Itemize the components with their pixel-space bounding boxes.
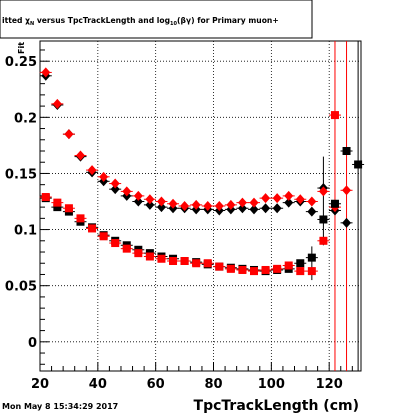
data-point-diamond xyxy=(156,196,166,207)
x-tick-label: 100 xyxy=(258,377,285,392)
plot-area: 20 40 60 80 100 120 0 0.05 0.1 0.15 0.2 0.25 xyxy=(5,40,365,392)
data-point-diamond xyxy=(41,67,51,78)
data-point-square xyxy=(261,265,270,274)
data-point-square xyxy=(238,265,247,274)
x-tick-label: 60 xyxy=(147,377,165,392)
data-point-diamond xyxy=(191,199,201,210)
data-point-diamond xyxy=(133,196,143,207)
data-point-square xyxy=(180,257,189,265)
x-tick-label: 40 xyxy=(89,377,107,392)
y-axis-label: Fit xyxy=(17,42,26,54)
y-tick-label: 0.1 xyxy=(14,224,37,239)
data-point-diamond xyxy=(226,199,236,210)
data-point-square xyxy=(203,259,212,268)
data-point-diamond xyxy=(295,194,305,205)
data-point-diamond xyxy=(122,186,132,197)
plot-frame xyxy=(39,40,362,372)
data-point-diamond xyxy=(99,171,109,182)
data-point-square xyxy=(319,236,328,245)
data-point-diamond xyxy=(110,184,120,195)
data-point-diamond xyxy=(237,203,247,214)
chart-title: itted χN versus TpcTrackLength and log10… xyxy=(2,16,279,27)
data-point-square xyxy=(99,232,108,241)
x-tick-label: 80 xyxy=(204,377,222,392)
data-point-diamond xyxy=(133,190,143,201)
y-tick-label: 0.2 xyxy=(14,111,37,126)
data-point-square xyxy=(307,253,316,262)
data-point-square xyxy=(53,198,62,207)
data-point-diamond xyxy=(110,178,120,189)
data-point-diamond xyxy=(168,198,178,209)
data-point-square xyxy=(307,267,316,276)
data-point-diamond xyxy=(145,199,155,210)
data-point-diamond xyxy=(272,193,282,204)
y-tick-label: 0.15 xyxy=(5,167,37,182)
data-point-diamond xyxy=(342,217,352,228)
data-point-diamond xyxy=(272,203,282,214)
data-point-diamond xyxy=(52,98,62,109)
data-point-diamond xyxy=(87,165,97,176)
axis-ticks: 20 40 60 80 100 120 0 0.05 0.1 0.15 0.2 0.25 xyxy=(5,49,353,392)
data-point-square xyxy=(122,244,131,253)
data-point-square xyxy=(284,261,293,270)
data-point-diamond xyxy=(307,196,317,207)
data-point-square xyxy=(64,204,73,213)
data-point-diamond xyxy=(342,185,352,196)
data-point-square xyxy=(111,239,120,248)
timestamp: Mon May 8 15:34:29 2017 xyxy=(2,402,118,411)
data-point-square xyxy=(169,257,178,265)
data-point-diamond xyxy=(284,197,294,208)
x-tick-label: 120 xyxy=(316,377,343,392)
x-axis-label: TpcTrackLength (cm) xyxy=(194,398,359,414)
data-markers xyxy=(39,67,365,276)
data-point-square xyxy=(53,203,62,212)
data-point-square xyxy=(192,259,201,268)
data-point-diamond xyxy=(180,201,190,211)
y-tick-label: 0 xyxy=(28,336,37,351)
data-point-diamond xyxy=(261,193,271,204)
data-point-diamond xyxy=(214,201,224,211)
data-point-square xyxy=(88,224,97,233)
data-point-square xyxy=(226,264,235,273)
data-point-square xyxy=(319,215,328,224)
data-point-diamond xyxy=(145,194,155,205)
data-point-diamond xyxy=(249,204,259,215)
grid xyxy=(39,41,361,371)
data-point-square xyxy=(330,111,339,120)
data-point-diamond xyxy=(307,206,317,217)
data-point-square xyxy=(134,249,143,258)
data-point-diamond xyxy=(64,129,74,140)
data-point-square xyxy=(76,214,85,223)
data-point-square xyxy=(145,252,154,261)
y-tick-label: 0.25 xyxy=(5,55,37,70)
data-point-diamond xyxy=(249,197,259,208)
data-point-diamond xyxy=(203,201,213,211)
title-box: itted χN versus TpcTrackLength and log10… xyxy=(0,0,313,39)
x-tick-label: 20 xyxy=(31,377,49,392)
data-point-square xyxy=(296,267,305,276)
data-point-square xyxy=(41,193,50,202)
data-point-diamond xyxy=(318,186,328,197)
data-point-diamond xyxy=(284,190,294,201)
data-point-square xyxy=(215,262,224,271)
data-point-square xyxy=(296,259,305,268)
data-point-diamond xyxy=(75,150,85,161)
data-point-square xyxy=(354,160,363,169)
data-point-diamond xyxy=(237,197,247,208)
data-point-diamond xyxy=(261,203,271,214)
data-point-square xyxy=(330,199,339,208)
data-point-square xyxy=(250,267,258,276)
y-tick-label: 0.05 xyxy=(5,280,37,295)
data-point-square xyxy=(273,264,282,273)
data-point-diamond xyxy=(156,202,166,213)
data-point-square xyxy=(157,254,166,263)
data-point-square xyxy=(342,147,351,155)
